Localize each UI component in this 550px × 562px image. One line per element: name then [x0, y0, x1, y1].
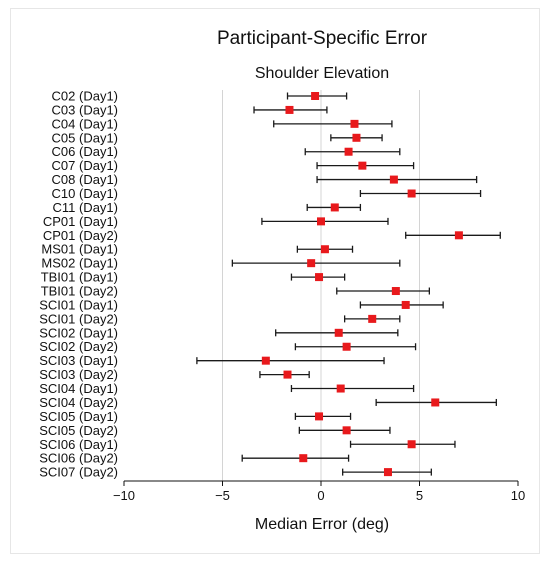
- y-tick-label: SCI02 (Day2): [39, 339, 118, 354]
- median-marker: [317, 217, 325, 226]
- y-tick-label: SCI03 (Day2): [39, 367, 118, 382]
- y-tick-label: MS02 (Day1): [41, 256, 118, 271]
- y-tick-label: SCI04 (Day1): [39, 381, 118, 396]
- median-marker: [352, 133, 361, 142]
- median-marker: [368, 314, 377, 323]
- y-tick-label: MS01 (Day1): [41, 242, 118, 257]
- y-tick-label: SCI04 (Day2): [39, 395, 118, 410]
- x-tick-label: 10: [511, 488, 525, 503]
- median-marker: [283, 370, 292, 379]
- median-marker: [315, 273, 324, 282]
- y-tick-label: SCI05 (Day2): [39, 423, 118, 438]
- median-marker: [431, 398, 440, 407]
- y-tick-label: C11 (Day1): [52, 200, 118, 215]
- median-marker: [344, 147, 353, 156]
- y-tick-label: C02 (Day1): [52, 89, 118, 104]
- y-tick-label: C08 (Day1): [52, 172, 118, 187]
- y-tick-labels: C02 (Day1)C03 (Day1)C04 (Day1)C05 (Day1)…: [39, 89, 118, 480]
- y-tick-label: C04 (Day1): [52, 116, 118, 131]
- y-tick-label: C10 (Day1): [52, 186, 118, 201]
- median-marker: [307, 259, 316, 268]
- median-marker: [342, 426, 351, 435]
- median-marker: [454, 231, 463, 240]
- x-axis: [123, 480, 519, 486]
- grid-lines: [222, 90, 420, 481]
- y-tick-label: SCI01 (Day2): [39, 311, 118, 326]
- chart-subtitle: Shoulder Elevation: [255, 65, 389, 82]
- median-marker: [389, 175, 398, 184]
- y-tick-label: TBI01 (Day2): [41, 284, 118, 299]
- median-marker: [342, 342, 351, 351]
- median-marker: [285, 105, 294, 114]
- median-marker: [334, 328, 343, 337]
- median-marker: [401, 300, 410, 309]
- y-tick-label: SCI01 (Day1): [39, 297, 118, 312]
- x-tick-label: −10: [113, 488, 135, 503]
- y-tick-label: SCI06 (Day1): [39, 437, 118, 452]
- median-marker: [407, 189, 416, 198]
- chart-frame: [10, 8, 540, 554]
- median-marker: [391, 287, 400, 296]
- y-tick-label: CP01 (Day1): [43, 214, 118, 229]
- median-marker: [407, 440, 416, 449]
- median-marker: [315, 412, 324, 421]
- y-tick-label: TBI01 (Day1): [41, 270, 118, 285]
- median-marker: [350, 119, 359, 128]
- y-tick-label: C05 (Day1): [52, 130, 118, 145]
- median-marker: [358, 161, 367, 170]
- median-marker: [299, 454, 308, 463]
- median-marker: [383, 468, 392, 477]
- y-tick-label: C06 (Day1): [52, 144, 118, 159]
- y-tick-label: C07 (Day1): [52, 158, 118, 173]
- x-tick-label: 5: [416, 488, 423, 503]
- y-tick-label: SCI03 (Day1): [39, 353, 118, 368]
- y-tick-label: SCI02 (Day1): [39, 325, 118, 340]
- median-marker: [330, 203, 339, 212]
- median-marker: [336, 384, 345, 393]
- y-tick-label: CP01 (Day2): [43, 228, 118, 243]
- y-tick-label: SCI05 (Day1): [39, 409, 118, 424]
- x-tick-label: 0: [317, 488, 324, 503]
- y-tick-label: C03 (Day1): [52, 102, 118, 117]
- x-tick-label: −5: [215, 488, 230, 503]
- y-tick-label: SCI07 (Day2): [39, 465, 118, 480]
- median-marker: [320, 245, 329, 254]
- median-marker: [261, 356, 270, 365]
- x-tick-labels: −10 −5 0 5 10: [113, 488, 525, 503]
- chart-title: Participant-Specific Error: [217, 28, 428, 49]
- y-tick-label: SCI06 (Day2): [39, 451, 118, 466]
- x-axis-label: Median Error (deg): [255, 516, 389, 533]
- median-marker: [311, 92, 320, 100]
- median-markers: [261, 92, 463, 477]
